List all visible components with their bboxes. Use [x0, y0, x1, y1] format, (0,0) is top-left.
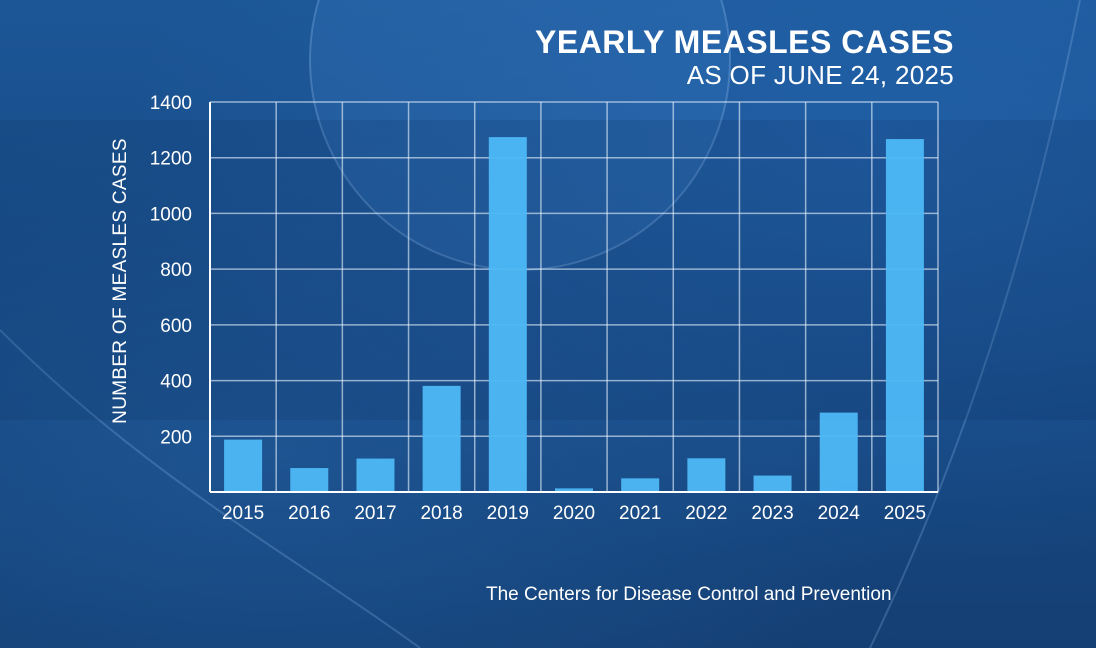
- source-credit: The Centers for Disease Control and Prev…: [486, 584, 892, 605]
- x-tick-label: 2022: [685, 503, 727, 524]
- x-tick-label: 2025: [884, 503, 926, 524]
- x-tick-label: 2023: [751, 503, 793, 524]
- axes: [209, 102, 938, 493]
- y-tick-label: 400: [160, 372, 192, 393]
- title-block: YEARLY MEASLES CASES AS OF JUNE 24, 2025: [535, 24, 954, 90]
- bar-2016: [290, 468, 329, 492]
- x-tick-label: 2021: [619, 503, 661, 524]
- bar-2015: [224, 439, 263, 492]
- x-tick-label: 2020: [553, 503, 595, 524]
- y-tick-label: 800: [160, 260, 192, 281]
- chart-title: YEARLY MEASLES CASES: [535, 24, 954, 60]
- bar-2025: [885, 139, 924, 493]
- bar-2020: [555, 488, 593, 492]
- x-tick-label: 2015: [222, 503, 264, 524]
- bar-2022: [687, 458, 726, 492]
- y-tick-label: 1400: [150, 93, 192, 114]
- y-tick-label: 1000: [150, 204, 192, 225]
- x-tick-labels: 2015 2016 2017 2018 2019 2020 2021 2022 2023 2024…: [222, 503, 926, 524]
- y-tick-label: 600: [160, 316, 192, 337]
- y-axis-label: NUMBER OF MEASLES CASES: [110, 138, 131, 424]
- x-tick-label: 2019: [487, 503, 529, 524]
- bar-2018: [422, 385, 461, 492]
- bar-2017: [356, 458, 395, 492]
- bar-2021: [621, 478, 660, 492]
- grid-lines: [210, 101, 939, 492]
- x-tick-label: 2018: [420, 503, 462, 524]
- x-tick-label: 2024: [818, 503, 861, 524]
- y-tick-labels: 200 400 600 800 1000 1200 1400: [150, 93, 192, 448]
- y-tick-label: 1200: [150, 149, 192, 170]
- bar-2019: [488, 137, 527, 492]
- y-tick-label: 200: [160, 427, 192, 448]
- chart-subtitle: AS OF JUNE 24, 2025: [686, 60, 954, 90]
- x-tick-label: 2017: [354, 503, 396, 524]
- bar-2024: [819, 412, 858, 492]
- bars: [224, 137, 924, 493]
- bar-2023: [753, 475, 792, 492]
- x-tick-label: 2016: [288, 503, 330, 524]
